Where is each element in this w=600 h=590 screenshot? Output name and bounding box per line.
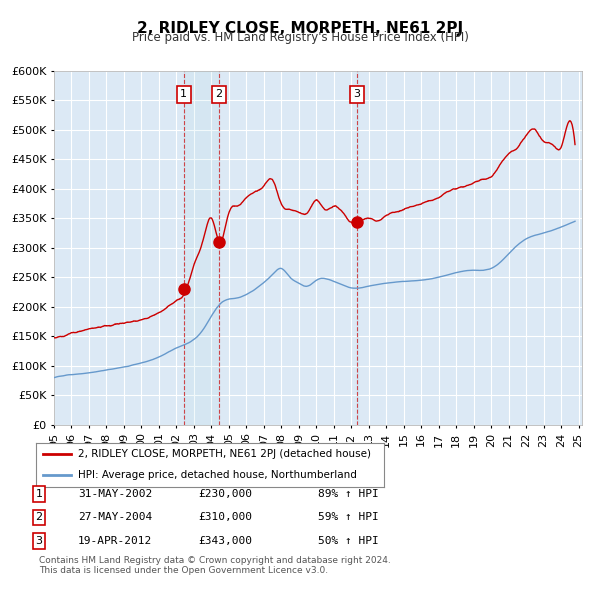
Text: 27-MAY-2004: 27-MAY-2004 bbox=[78, 513, 152, 522]
Text: 2, RIDLEY CLOSE, MORPETH, NE61 2PJ (detached house): 2, RIDLEY CLOSE, MORPETH, NE61 2PJ (deta… bbox=[78, 450, 371, 460]
Bar bbox=[357, 71, 358, 425]
Text: 31-MAY-2002: 31-MAY-2002 bbox=[78, 489, 152, 499]
Text: £230,000: £230,000 bbox=[198, 489, 252, 499]
Text: 1: 1 bbox=[35, 489, 43, 499]
Text: 3: 3 bbox=[353, 90, 361, 99]
Text: 19-APR-2012: 19-APR-2012 bbox=[78, 536, 152, 546]
Text: 89% ↑ HPI: 89% ↑ HPI bbox=[318, 489, 379, 499]
Text: 2: 2 bbox=[35, 513, 43, 522]
Text: HPI: Average price, detached house, Northumberland: HPI: Average price, detached house, Nort… bbox=[78, 470, 356, 480]
Text: 3: 3 bbox=[35, 536, 43, 546]
Bar bbox=[184, 71, 218, 425]
Text: Price paid vs. HM Land Registry's House Price Index (HPI): Price paid vs. HM Land Registry's House … bbox=[131, 31, 469, 44]
Text: £310,000: £310,000 bbox=[198, 513, 252, 522]
Text: £343,000: £343,000 bbox=[198, 536, 252, 546]
Text: Contains HM Land Registry data © Crown copyright and database right 2024.
This d: Contains HM Land Registry data © Crown c… bbox=[39, 556, 391, 575]
Text: 59% ↑ HPI: 59% ↑ HPI bbox=[318, 513, 379, 522]
Text: 2, RIDLEY CLOSE, MORPETH, NE61 2PJ: 2, RIDLEY CLOSE, MORPETH, NE61 2PJ bbox=[137, 21, 463, 35]
Text: 1: 1 bbox=[180, 90, 187, 99]
Text: 2: 2 bbox=[215, 90, 222, 99]
Text: 50% ↑ HPI: 50% ↑ HPI bbox=[318, 536, 379, 546]
